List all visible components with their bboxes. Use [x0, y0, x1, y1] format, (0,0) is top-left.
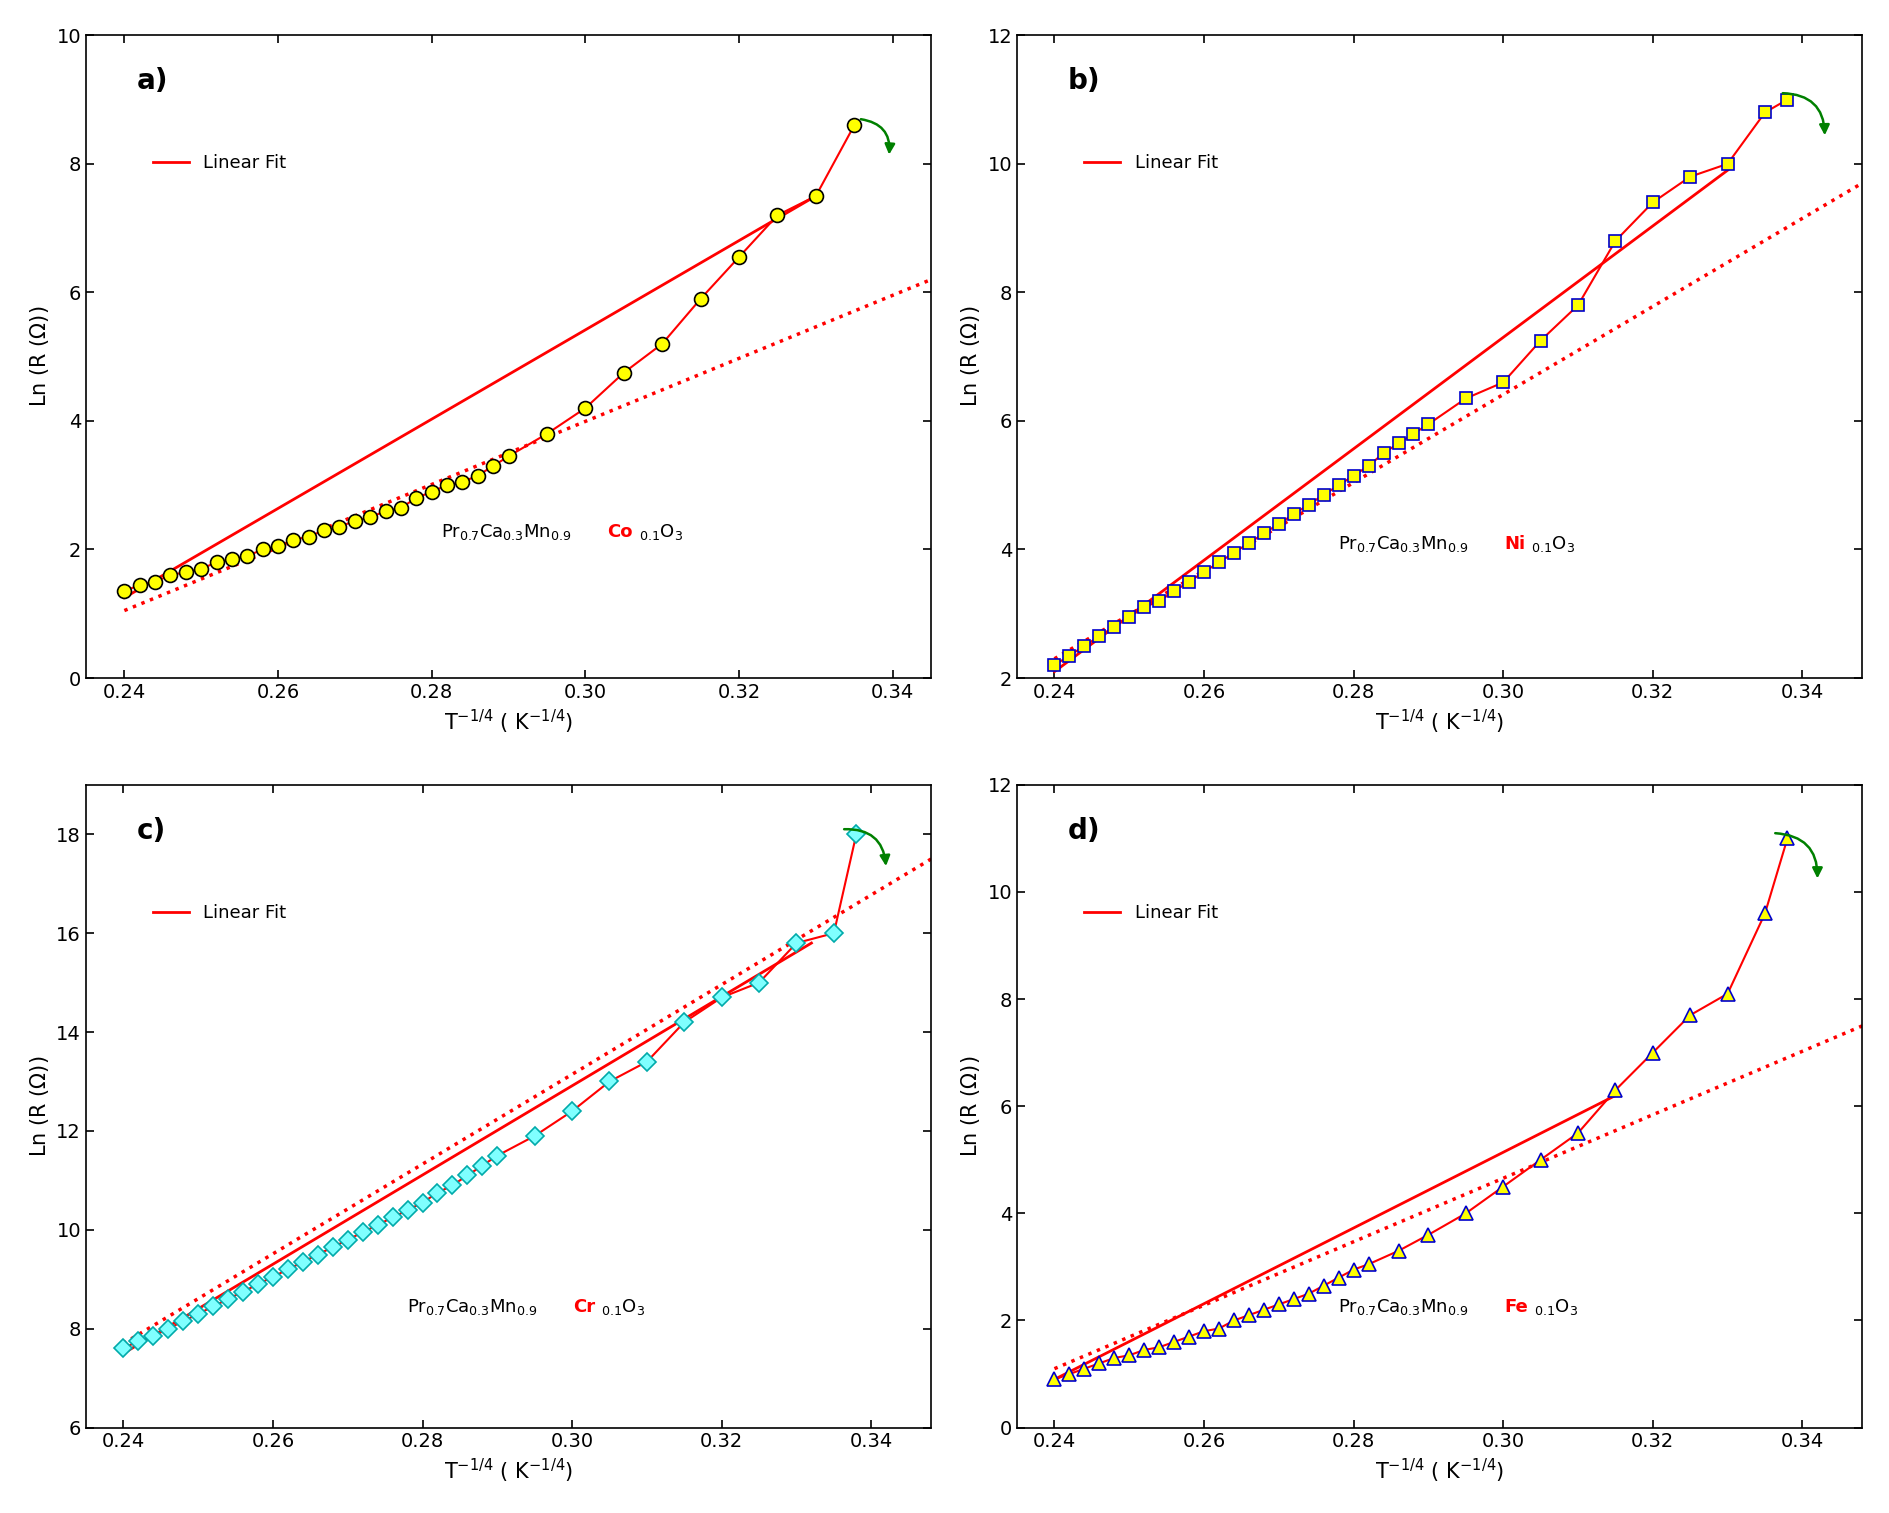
Y-axis label: Ln (R ($\Omega$)): Ln (R ($\Omega$)): [28, 1056, 51, 1157]
Legend: Linear Fit: Linear Fit: [1077, 147, 1224, 180]
Y-axis label: Ln (R ($\Omega$)): Ln (R ($\Omega$)): [958, 306, 982, 407]
Text: d): d): [1067, 817, 1099, 844]
Text: Fe: Fe: [1504, 1298, 1526, 1316]
Legend: Linear Fit: Linear Fit: [1077, 897, 1224, 929]
Legend: Linear Fit: Linear Fit: [145, 147, 293, 180]
Text: Pr$_{0.7}$Ca$_{0.3}$Mn$_{0.9}$: Pr$_{0.7}$Ca$_{0.3}$Mn$_{0.9}$: [440, 522, 570, 542]
Text: Pr$_{0.7}$Ca$_{0.3}$Mn$_{0.9}$: Pr$_{0.7}$Ca$_{0.3}$Mn$_{0.9}$: [1337, 1297, 1468, 1316]
Text: Pr$_{0.7}$Ca$_{0.3}$Mn$_{0.9}$: Pr$_{0.7}$Ca$_{0.3}$Mn$_{0.9}$: [1337, 534, 1468, 554]
Text: a): a): [136, 68, 168, 95]
Legend: Linear Fit: Linear Fit: [145, 897, 293, 929]
Text: Co: Co: [606, 522, 631, 540]
Text: $_{0.1}$O$_3$: $_{0.1}$O$_3$: [638, 522, 682, 542]
Text: c): c): [136, 817, 166, 844]
Text: $_{0.1}$O$_3$: $_{0.1}$O$_3$: [1534, 1297, 1577, 1316]
Y-axis label: Ln (R ($\Omega$)): Ln (R ($\Omega$)): [28, 306, 51, 407]
Text: Ni: Ni: [1504, 536, 1524, 554]
Y-axis label: Ln (R ($\Omega$)): Ln (R ($\Omega$)): [958, 1056, 982, 1157]
Text: Pr$_{0.7}$Ca$_{0.3}$Mn$_{0.9}$: Pr$_{0.7}$Ca$_{0.3}$Mn$_{0.9}$: [406, 1297, 536, 1316]
Text: $_{0.1}$O$_3$: $_{0.1}$O$_3$: [1530, 534, 1574, 554]
X-axis label: T$^{-1/4}$ ( K$^{-1/4}$): T$^{-1/4}$ ( K$^{-1/4}$): [1373, 708, 1504, 735]
X-axis label: T$^{-1/4}$ ( K$^{-1/4}$): T$^{-1/4}$ ( K$^{-1/4}$): [1373, 1457, 1504, 1486]
Text: Cr: Cr: [572, 1298, 595, 1316]
Text: b): b): [1067, 68, 1099, 95]
X-axis label: T$^{-1/4}$ ( K$^{-1/4}$): T$^{-1/4}$ ( K$^{-1/4}$): [444, 1457, 572, 1486]
X-axis label: T$^{-1/4}$ ( K$^{-1/4}$): T$^{-1/4}$ ( K$^{-1/4}$): [444, 708, 572, 735]
Text: $_{0.1}$O$_3$: $_{0.1}$O$_3$: [601, 1297, 644, 1316]
